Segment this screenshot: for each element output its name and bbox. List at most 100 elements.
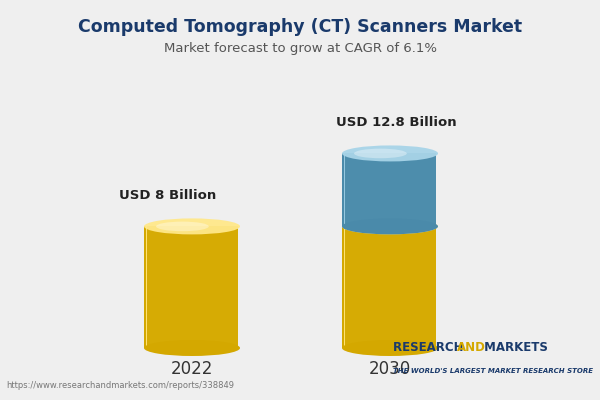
Polygon shape	[345, 226, 430, 348]
Polygon shape	[344, 226, 349, 348]
Polygon shape	[146, 226, 161, 348]
Polygon shape	[345, 154, 419, 226]
Polygon shape	[146, 226, 171, 348]
Polygon shape	[344, 226, 403, 348]
Polygon shape	[344, 154, 366, 226]
Polygon shape	[344, 154, 358, 226]
Polygon shape	[344, 226, 400, 348]
Polygon shape	[147, 226, 224, 348]
Polygon shape	[344, 154, 382, 226]
Polygon shape	[146, 226, 202, 348]
Polygon shape	[344, 154, 403, 226]
Polygon shape	[146, 226, 160, 348]
Polygon shape	[146, 226, 155, 348]
Polygon shape	[146, 226, 168, 348]
Polygon shape	[146, 226, 158, 348]
Text: MARKETS: MARKETS	[480, 341, 548, 354]
Polygon shape	[344, 154, 363, 226]
Polygon shape	[344, 226, 353, 348]
Polygon shape	[344, 154, 385, 226]
Polygon shape	[344, 226, 352, 348]
Polygon shape	[147, 226, 211, 348]
Polygon shape	[344, 226, 379, 348]
Text: THE WORLD'S LARGEST MARKET RESEARCH STORE: THE WORLD'S LARGEST MARKET RESEARCH STOR…	[393, 368, 593, 374]
Polygon shape	[146, 226, 147, 348]
Polygon shape	[344, 226, 347, 348]
Ellipse shape	[156, 222, 209, 231]
Ellipse shape	[144, 218, 240, 234]
Polygon shape	[147, 226, 238, 348]
Polygon shape	[146, 226, 149, 348]
Polygon shape	[344, 154, 395, 226]
Polygon shape	[345, 226, 416, 348]
Polygon shape	[146, 226, 166, 348]
Polygon shape	[344, 154, 359, 226]
Polygon shape	[344, 154, 380, 226]
Ellipse shape	[342, 340, 438, 356]
Polygon shape	[144, 226, 146, 348]
Polygon shape	[344, 226, 373, 348]
Polygon shape	[344, 226, 361, 348]
Polygon shape	[147, 226, 221, 348]
Polygon shape	[345, 226, 422, 348]
Polygon shape	[344, 226, 345, 348]
Polygon shape	[344, 226, 385, 348]
Polygon shape	[344, 154, 407, 226]
Polygon shape	[344, 226, 383, 348]
Polygon shape	[345, 154, 412, 226]
Polygon shape	[344, 154, 388, 226]
Text: USD 8 Billion: USD 8 Billion	[119, 190, 217, 202]
Polygon shape	[147, 226, 235, 348]
Polygon shape	[345, 226, 412, 348]
Polygon shape	[344, 154, 350, 226]
Polygon shape	[344, 226, 395, 348]
Polygon shape	[146, 226, 187, 348]
Polygon shape	[345, 226, 433, 348]
Polygon shape	[147, 226, 213, 348]
Polygon shape	[344, 154, 349, 226]
Polygon shape	[344, 154, 347, 226]
Polygon shape	[146, 226, 151, 348]
Polygon shape	[146, 226, 208, 348]
Ellipse shape	[354, 222, 407, 231]
Polygon shape	[344, 154, 406, 226]
Ellipse shape	[354, 149, 407, 158]
Polygon shape	[344, 226, 371, 348]
Ellipse shape	[342, 218, 438, 234]
Polygon shape	[146, 226, 176, 348]
Polygon shape	[344, 154, 400, 226]
Polygon shape	[345, 154, 424, 226]
Text: Computed Tomography (CT) Scanners Market: Computed Tomography (CT) Scanners Market	[78, 18, 522, 36]
Polygon shape	[344, 226, 407, 348]
Polygon shape	[146, 226, 175, 348]
Polygon shape	[146, 226, 181, 348]
Polygon shape	[147, 226, 216, 348]
Polygon shape	[147, 226, 233, 348]
Text: USD 12.8 Billion: USD 12.8 Billion	[335, 116, 457, 130]
Polygon shape	[344, 154, 355, 226]
Polygon shape	[344, 226, 401, 348]
Ellipse shape	[144, 340, 240, 356]
Polygon shape	[344, 154, 371, 226]
Polygon shape	[146, 226, 194, 348]
Polygon shape	[344, 226, 350, 348]
Polygon shape	[345, 154, 417, 226]
Polygon shape	[344, 154, 352, 226]
Polygon shape	[344, 226, 364, 348]
Polygon shape	[147, 226, 219, 348]
Polygon shape	[147, 226, 214, 348]
Polygon shape	[344, 226, 363, 348]
Polygon shape	[344, 154, 401, 226]
Polygon shape	[345, 154, 436, 226]
Polygon shape	[344, 154, 377, 226]
Polygon shape	[146, 226, 182, 348]
Polygon shape	[345, 154, 425, 226]
Polygon shape	[344, 154, 379, 226]
Polygon shape	[146, 226, 190, 348]
Polygon shape	[344, 226, 369, 348]
Polygon shape	[344, 154, 345, 226]
Polygon shape	[344, 226, 393, 348]
Polygon shape	[345, 154, 422, 226]
Text: AND: AND	[457, 341, 486, 354]
Polygon shape	[344, 226, 406, 348]
